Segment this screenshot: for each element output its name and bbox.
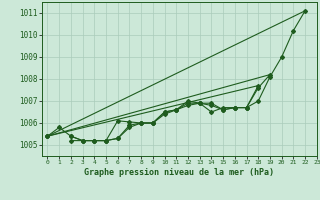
X-axis label: Graphe pression niveau de la mer (hPa): Graphe pression niveau de la mer (hPa) — [84, 168, 274, 177]
